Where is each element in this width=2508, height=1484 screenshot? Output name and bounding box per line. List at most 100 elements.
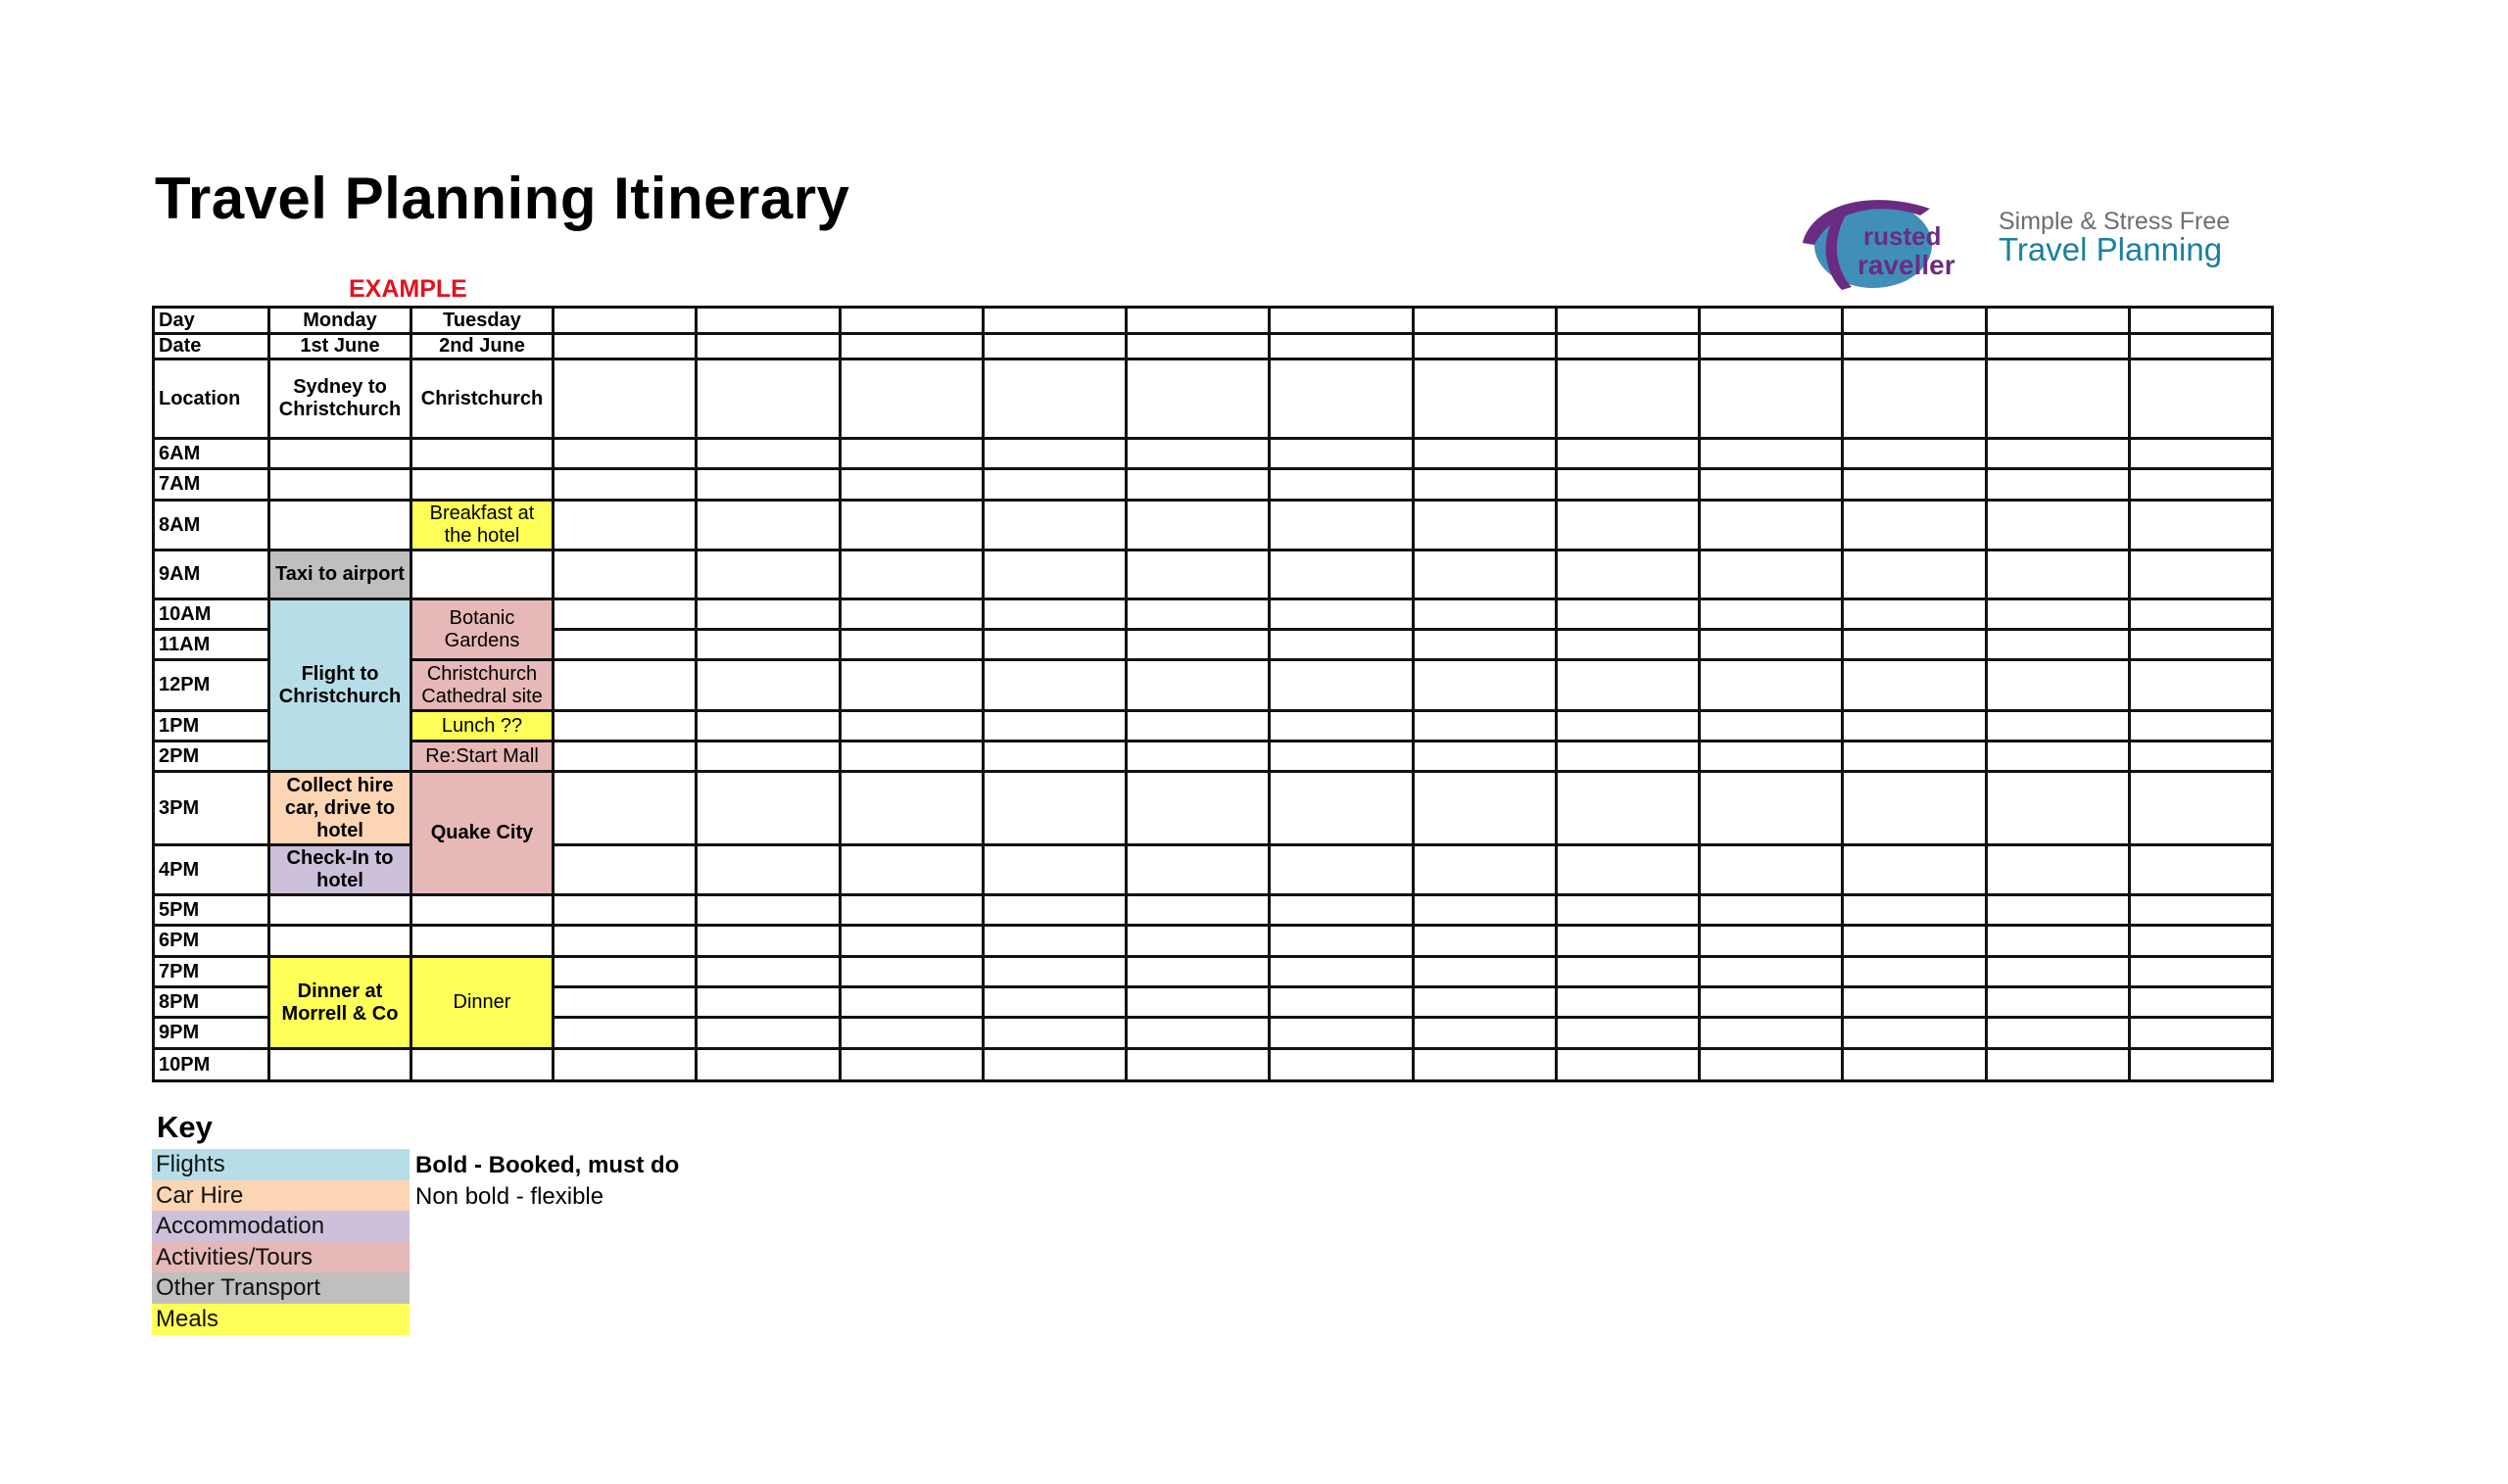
event-cell[interactable]: Christchurch Cathedral site [410, 658, 555, 712]
empty-cell[interactable] [695, 499, 842, 551]
empty-cell[interactable] [1124, 437, 1272, 470]
empty-cell[interactable] [1124, 1047, 1272, 1082]
location-cell[interactable]: Sydney to Christchurch [267, 358, 412, 440]
empty-cell[interactable] [1411, 740, 1558, 773]
empty-cell[interactable] [1984, 924, 2131, 958]
empty-cell[interactable] [551, 985, 699, 1019]
empty-cell[interactable] [1554, 437, 1702, 470]
time-label[interactable]: 6AM [152, 437, 270, 470]
empty-cell[interactable] [1554, 628, 1702, 661]
empty-cell[interactable] [1697, 985, 1845, 1019]
empty-cell[interactable] [1268, 549, 1415, 600]
time-label[interactable]: 12PM [152, 658, 270, 712]
empty-cell[interactable] [1268, 499, 1415, 551]
empty-cell[interactable] [1411, 1047, 1558, 1082]
empty-cell[interactable] [1268, 467, 1415, 502]
empty-cell[interactable] [1697, 499, 1845, 551]
empty-cell[interactable] [2127, 628, 2275, 661]
empty-cell[interactable] [981, 598, 1129, 631]
empty-cell[interactable] [551, 1047, 699, 1082]
empty-cell[interactable] [1268, 437, 1415, 470]
empty-cell[interactable] [1697, 709, 1845, 742]
day-cell[interactable] [551, 306, 699, 335]
empty-cell[interactable] [1268, 924, 1415, 958]
empty-cell[interactable] [1841, 437, 1988, 470]
empty-cell[interactable] [695, 598, 842, 631]
empty-cell[interactable] [1697, 1047, 1845, 1082]
empty-cell[interactable] [695, 893, 842, 927]
empty-cell[interactable] [551, 770, 699, 846]
empty-cell[interactable] [981, 437, 1129, 470]
empty-cell[interactable] [1268, 598, 1415, 631]
location-cell[interactable] [1124, 358, 1272, 440]
empty-cell[interactable] [1411, 985, 1558, 1019]
empty-cell[interactable] [1554, 598, 1702, 631]
empty-cell[interactable] [1411, 955, 1558, 988]
empty-cell[interactable] [981, 549, 1129, 600]
empty-cell[interactable] [1697, 893, 1845, 927]
empty-cell[interactable] [838, 1047, 985, 1082]
empty-cell[interactable] [1268, 709, 1415, 742]
empty-cell[interactable] [1268, 740, 1415, 773]
empty-cell[interactable] [981, 955, 1129, 988]
empty-cell[interactable] [1984, 628, 2131, 661]
empty-cell[interactable] [981, 1047, 1129, 1082]
empty-cell[interactable] [267, 437, 412, 470]
empty-cell[interactable] [1841, 598, 1988, 631]
empty-cell[interactable] [1697, 628, 1845, 661]
empty-cell[interactable] [1411, 770, 1558, 846]
empty-cell[interactable] [1841, 955, 1988, 988]
empty-cell[interactable] [838, 985, 985, 1019]
empty-cell[interactable] [1554, 893, 1702, 927]
empty-cell[interactable] [1554, 955, 1702, 988]
date-cell[interactable] [551, 332, 699, 360]
empty-cell[interactable] [1841, 1016, 1988, 1050]
empty-cell[interactable] [1841, 924, 1988, 958]
empty-cell[interactable] [551, 437, 699, 470]
empty-cell[interactable] [1841, 843, 1988, 896]
empty-cell[interactable] [695, 1016, 842, 1050]
time-label[interactable]: 7PM [152, 955, 270, 988]
empty-cell[interactable] [410, 893, 555, 927]
empty-cell[interactable] [1124, 740, 1272, 773]
day-cell[interactable] [1984, 306, 2131, 335]
empty-cell[interactable] [1268, 893, 1415, 927]
empty-cell[interactable] [2127, 499, 2275, 551]
event-cell[interactable]: Breakfast at the hotel [410, 499, 555, 551]
empty-cell[interactable] [1411, 709, 1558, 742]
empty-cell[interactable] [838, 924, 985, 958]
empty-cell[interactable] [1268, 658, 1415, 712]
location-cell[interactable] [695, 358, 842, 440]
empty-cell[interactable] [1841, 499, 1988, 551]
empty-cell[interactable] [981, 499, 1129, 551]
empty-cell[interactable] [838, 955, 985, 988]
empty-cell[interactable] [267, 1047, 412, 1082]
day-cell[interactable] [695, 306, 842, 335]
empty-cell[interactable] [838, 549, 985, 600]
empty-cell[interactable] [695, 1047, 842, 1082]
empty-cell[interactable] [1984, 549, 2131, 600]
time-label[interactable]: 9PM [152, 1016, 270, 1050]
day-cell[interactable] [1841, 306, 1988, 335]
empty-cell[interactable] [1841, 893, 1988, 927]
empty-cell[interactable] [1268, 985, 1415, 1019]
empty-cell[interactable] [695, 437, 842, 470]
empty-cell[interactable] [410, 1047, 555, 1082]
event-cell[interactable]: Dinner [410, 955, 555, 1050]
date-cell[interactable] [1697, 332, 1845, 360]
empty-cell[interactable] [1554, 549, 1702, 600]
time-label[interactable]: 9AM [152, 549, 270, 600]
date-cell[interactable] [981, 332, 1129, 360]
empty-cell[interactable] [1411, 549, 1558, 600]
empty-cell[interactable] [551, 1016, 699, 1050]
time-label[interactable]: 4PM [152, 843, 270, 896]
date-cell[interactable]: 2nd June [410, 332, 555, 360]
empty-cell[interactable] [695, 770, 842, 846]
empty-cell[interactable] [1124, 598, 1272, 631]
time-label[interactable]: 10AM [152, 598, 270, 631]
empty-cell[interactable] [838, 843, 985, 896]
empty-cell[interactable] [267, 893, 412, 927]
empty-cell[interactable] [981, 740, 1129, 773]
empty-cell[interactable] [1124, 955, 1272, 988]
empty-cell[interactable] [267, 924, 412, 958]
